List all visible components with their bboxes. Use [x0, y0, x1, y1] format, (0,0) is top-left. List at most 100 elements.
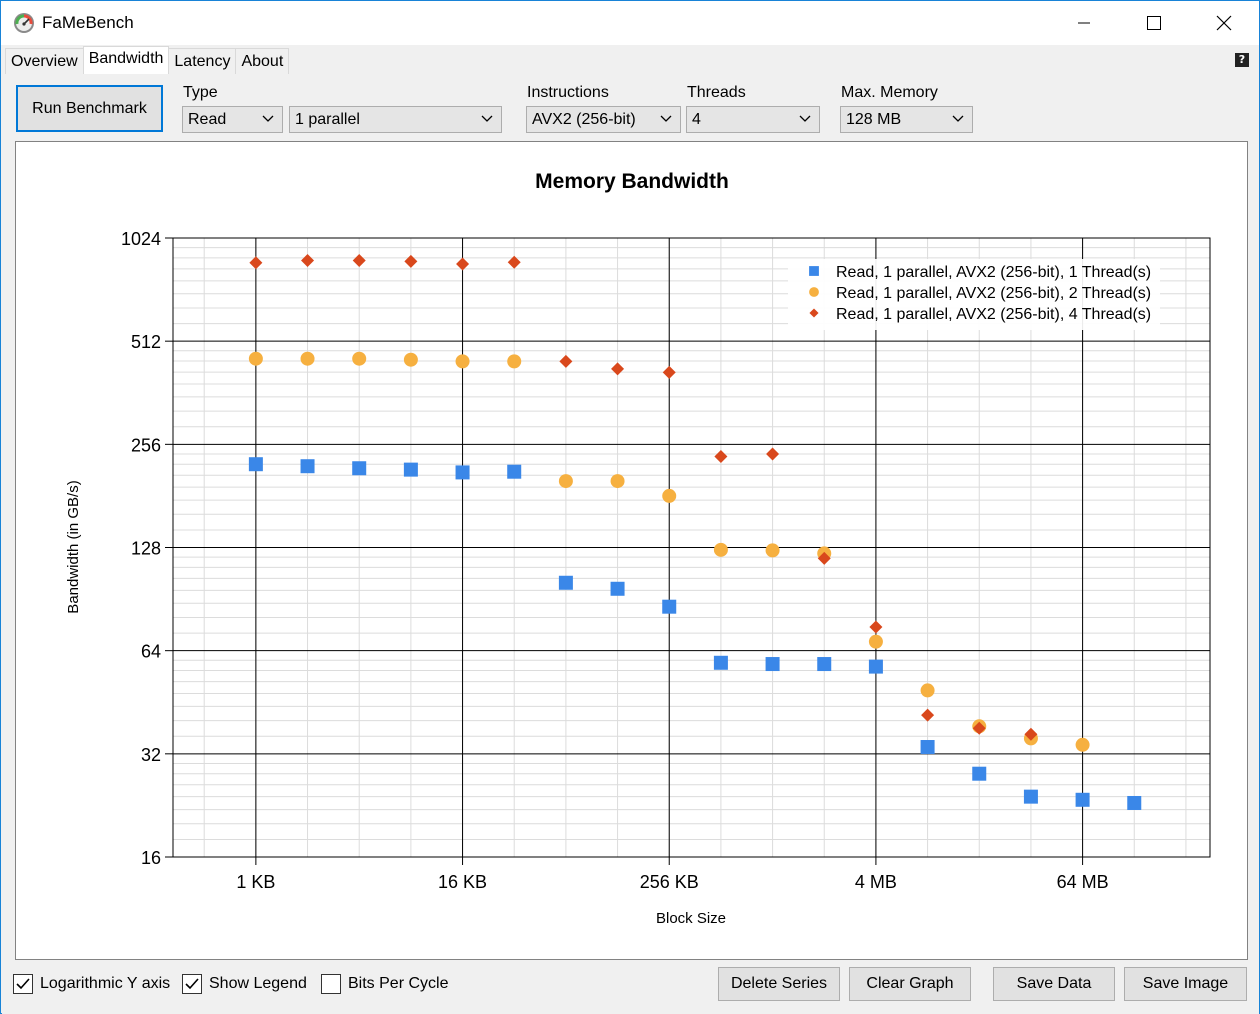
threads-label: Threads [687, 84, 746, 101]
data-point-series-2 [455, 354, 470, 369]
max-memory-label: Max. Memory [841, 84, 938, 101]
data-point-series-1 [1127, 795, 1142, 810]
legend-entry: Read, 1 parallel, AVX2 (256-bit), 1 Thre… [836, 264, 1151, 281]
y-tick-label: 32 [141, 745, 161, 765]
log-y-checkbox[interactable]: Logarithmic Y axis [13, 974, 170, 994]
bits-per-cycle-checkbox[interactable]: Bits Per Cycle [321, 974, 448, 994]
data-point-series-1 [868, 659, 883, 674]
chart-canvas: Memory Bandwidth Block Size Bandwidth (i… [65, 170, 1211, 927]
chevron-down-icon [262, 115, 274, 122]
threads-select-value: 4 [692, 111, 701, 128]
data-point-series-3 [921, 708, 935, 722]
tab-strip: Overview Bandwidth Latency About [5, 46, 290, 74]
window-title: FaMeBench [42, 13, 134, 32]
data-point-series-3 [1024, 727, 1038, 741]
bits-per-cycle-label: Bits Per Cycle [348, 975, 449, 992]
instructions-select[interactable]: AVX2 (256-bit) [526, 106, 681, 133]
maximize-button[interactable] [1119, 1, 1189, 45]
x-tick-label: 4 MB [855, 872, 897, 892]
delete-series-button[interactable]: Delete Series [718, 967, 840, 1001]
data-point-series-1 [1075, 792, 1090, 807]
y-tick-label: 256 [131, 435, 161, 455]
data-point-series-3 [507, 255, 521, 269]
help-icon[interactable]: ? [1235, 53, 1249, 67]
plot-area-border [172, 237, 1211, 858]
show-legend-checkbox[interactable]: Show Legend [182, 974, 307, 994]
max-memory-select[interactable]: 128 MB [840, 106, 973, 133]
data-point-series-3 [611, 362, 625, 376]
close-icon [1216, 15, 1232, 31]
data-point-series-1 [920, 740, 935, 755]
checkmark-icon [185, 978, 199, 990]
data-point-series-1 [1023, 789, 1038, 804]
x-tick-label: 16 KB [438, 872, 487, 892]
checkbox-box [321, 974, 341, 994]
data-point-series-2 [300, 351, 315, 366]
minimize-button[interactable] [1049, 1, 1119, 45]
tab-bandwidth[interactable]: Bandwidth [82, 46, 170, 74]
data-point-series-3 [404, 254, 418, 268]
data-point-series-2 [1075, 737, 1090, 752]
data-point-series-1 [610, 581, 625, 596]
type-select[interactable]: Read [182, 106, 283, 133]
type-label: Type [183, 84, 218, 101]
threads-select[interactable]: 4 [686, 106, 820, 133]
data-point-series-3 [456, 257, 470, 271]
chevron-down-icon [952, 115, 964, 122]
close-button[interactable] [1189, 1, 1259, 45]
tab-about[interactable]: About [235, 48, 290, 74]
data-point-series-2 [248, 351, 263, 366]
data-point-series-2 [713, 542, 728, 557]
data-point-series-2 [403, 352, 418, 367]
data-point-series-2 [662, 488, 677, 503]
data-point-series-3 [817, 551, 831, 565]
data-point-series-3 [662, 365, 676, 379]
data-point-series-3 [352, 254, 366, 268]
data-point-series-1 [300, 459, 315, 474]
legend-background [788, 259, 1160, 330]
data-point-series-1 [972, 766, 987, 781]
y-axis-label: Bandwidth (in GB/s) [65, 480, 82, 613]
x-tick-label: 64 MB [1057, 872, 1109, 892]
y-tick-label: 512 [131, 332, 161, 352]
instructions-label: Instructions [527, 84, 609, 101]
clear-graph-button[interactable]: Clear Graph [849, 967, 971, 1001]
type-select-value: Read [188, 111, 227, 128]
y-tick-label: 1024 [121, 229, 161, 249]
y-tick-label: 16 [141, 848, 161, 868]
data-point-series-1 [765, 657, 780, 672]
minimize-icon [1078, 22, 1090, 24]
data-point-series-2 [558, 474, 573, 489]
bandwidth-chart: Memory Bandwidth Block Size Bandwidth (i… [15, 141, 1248, 960]
data-point-series-2 [920, 683, 935, 698]
data-point-series-3 [766, 447, 780, 461]
tab-overview[interactable]: Overview [5, 48, 84, 74]
data-point-series-1 [455, 465, 470, 480]
data-point-series-2 [610, 474, 625, 489]
data-point-series-1 [352, 461, 367, 476]
save-data-button[interactable]: Save Data [993, 967, 1115, 1001]
legend-entry: Read, 1 parallel, AVX2 (256-bit), 4 Thre… [836, 306, 1151, 323]
parallel-select-value: 1 parallel [295, 111, 360, 128]
data-point-series-1 [558, 575, 573, 590]
legend-marker [809, 308, 819, 318]
data-point-series-3 [301, 254, 315, 268]
chart-title: Memory Bandwidth [535, 170, 729, 193]
data-point-series-2 [765, 543, 780, 558]
data-point-series-1 [662, 599, 677, 614]
save-image-button[interactable]: Save Image [1124, 967, 1247, 1001]
data-point-series-1 [403, 462, 418, 477]
tab-latency[interactable]: Latency [168, 48, 237, 74]
data-point-series-2 [868, 634, 883, 649]
parallel-select[interactable]: 1 parallel [289, 106, 502, 133]
run-benchmark-button[interactable]: Run Benchmark [16, 85, 163, 132]
max-memory-select-value: 128 MB [846, 111, 902, 128]
data-point-series-3 [559, 354, 573, 368]
legend-marker [809, 287, 819, 297]
y-tick-label: 64 [141, 642, 161, 662]
instructions-select-value: AVX2 (256-bit) [532, 111, 636, 128]
x-tick-label: 1 KB [236, 872, 275, 892]
chevron-down-icon [660, 115, 672, 122]
legend-entry: Read, 1 parallel, AVX2 (256-bit), 2 Thre… [836, 285, 1151, 302]
